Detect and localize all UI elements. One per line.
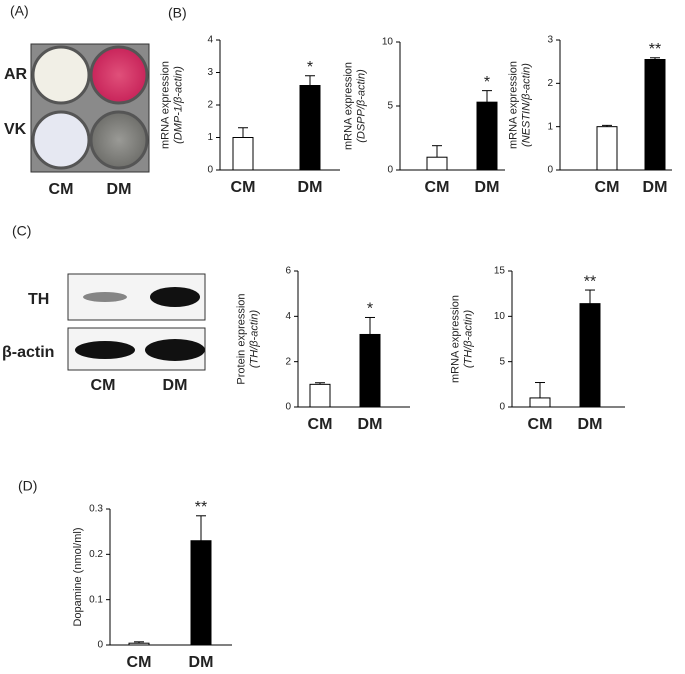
y-axis-label: mRNA expression	[342, 62, 354, 150]
y-tick-label: 10	[382, 37, 394, 48]
y-tick-label: 0	[207, 165, 213, 176]
x-tick-label: CM	[308, 416, 333, 433]
well-plate	[30, 43, 150, 173]
y-tick-label: 0	[97, 640, 103, 651]
bar	[476, 101, 498, 171]
y-tick-label: 5	[499, 356, 505, 367]
bar	[299, 85, 321, 171]
x-tick-label: DM	[643, 179, 668, 196]
bar	[529, 397, 551, 408]
y-tick-label: 2	[285, 356, 291, 367]
row-label: β-actin	[2, 344, 54, 361]
y-tick-label: 0.3	[89, 504, 103, 515]
bar	[596, 126, 618, 171]
significance: *	[307, 59, 313, 76]
y-tick-label: 15	[494, 266, 506, 277]
y-tick-label: 1	[547, 121, 553, 132]
x-tick-label: CM	[127, 654, 152, 671]
bar	[644, 59, 666, 171]
y-tick-label: 0	[285, 402, 291, 413]
x-tick-label: CM	[595, 179, 620, 196]
y-axis-label: mRNA expression	[449, 295, 461, 383]
bar	[190, 540, 212, 646]
y-tick-label: 6	[285, 266, 291, 277]
x-tick-label: DM	[298, 179, 323, 196]
western-blot	[67, 273, 206, 371]
significance: *	[367, 301, 373, 318]
column-label: CM	[49, 181, 74, 198]
row-label: AR	[4, 66, 28, 83]
y-tick-label: 10	[494, 311, 506, 322]
bar	[309, 383, 331, 408]
panel-label: (A)	[10, 3, 29, 19]
y-tick-label: 2	[547, 78, 553, 89]
y-tick-label: 3	[547, 35, 553, 46]
row-label: TH	[28, 291, 49, 308]
y-tick-label: 2	[207, 100, 213, 111]
column-label: DM	[163, 377, 188, 394]
y-tick-label: 0	[499, 402, 505, 413]
bar	[359, 333, 381, 408]
y-axis-label: (NESTIN/β-actin)	[520, 63, 532, 147]
y-axis-label: mRNA expression	[507, 61, 519, 149]
y-tick-label: 0.2	[89, 549, 103, 560]
x-tick-label: CM	[528, 416, 553, 433]
x-tick-label: CM	[425, 179, 450, 196]
bar	[232, 137, 254, 171]
bar	[128, 642, 150, 646]
y-tick-label: 4	[207, 35, 213, 46]
significance: **	[649, 41, 661, 58]
y-axis-label: (DMP-1/β-actin)	[172, 66, 184, 144]
y-axis-label: Dopamine (nmol/ml)	[72, 527, 84, 626]
column-label: DM	[107, 181, 132, 198]
x-tick-label: DM	[358, 416, 383, 433]
x-tick-label: DM	[578, 416, 603, 433]
y-axis-label: mRNA expression	[159, 61, 171, 149]
y-tick-label: 0	[387, 165, 393, 176]
y-tick-label: 0	[547, 165, 553, 176]
significance: *	[484, 74, 490, 91]
row-label: VK	[4, 121, 27, 138]
y-tick-label: 5	[387, 101, 393, 112]
significance: **	[584, 273, 596, 290]
x-tick-label: DM	[189, 654, 214, 671]
y-axis-label: (DSPP/β-actin)	[355, 69, 367, 143]
y-tick-label: 1	[207, 132, 213, 143]
y-tick-label: 4	[285, 311, 291, 322]
panel-label: (D)	[18, 478, 37, 494]
panel-label: (C)	[12, 223, 31, 239]
y-axis-label: (TH/β-actin)	[248, 310, 260, 369]
y-axis-label: (TH/β-actin)	[462, 310, 474, 369]
x-tick-label: CM	[231, 179, 256, 196]
significance: **	[195, 499, 207, 516]
panel-label: (B)	[168, 5, 187, 21]
y-tick-label: 0.1	[89, 594, 103, 605]
y-axis-label: Protein expression	[235, 293, 247, 384]
y-tick-label: 3	[207, 67, 213, 78]
bar	[426, 156, 448, 171]
bar	[579, 303, 601, 408]
column-label: CM	[91, 377, 116, 394]
x-tick-label: DM	[475, 179, 500, 196]
